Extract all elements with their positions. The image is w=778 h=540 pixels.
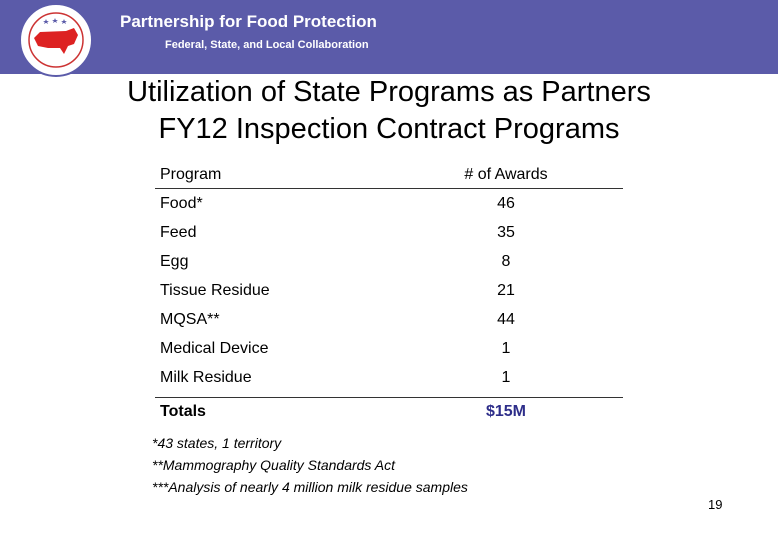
- header-band: [0, 0, 778, 74]
- row-value: 21: [497, 282, 515, 299]
- table-rule: [155, 397, 623, 398]
- logo: [19, 3, 93, 77]
- row-label: Tissue Residue: [160, 282, 270, 299]
- table-rule: [155, 188, 623, 189]
- row-label: Milk Residue: [160, 369, 252, 386]
- slide-title: Utilization of State Programs as Partner…: [127, 76, 651, 108]
- total-label: Totals: [160, 403, 206, 420]
- row-label: Feed: [160, 224, 197, 241]
- row-label: Medical Device: [160, 340, 269, 357]
- row-value: 1: [501, 369, 511, 386]
- row-value: 8: [501, 253, 511, 270]
- row-value: 44: [497, 311, 515, 328]
- column-header: Program: [160, 166, 222, 183]
- footnote: *43 states, 1 territory: [152, 435, 282, 451]
- page-number: 19: [708, 497, 723, 512]
- row-value: 35: [497, 224, 515, 241]
- footnote: ***Analysis of nearly 4 million milk res…: [152, 479, 468, 495]
- row-label: Egg: [160, 253, 189, 270]
- slide-title: FY12 Inspection Contract Programs: [158, 113, 620, 145]
- header-subtitle: Federal, State, and Local Collaboration: [165, 39, 369, 51]
- row-value: 46: [497, 195, 515, 212]
- header-title: Partnership for Food Protection: [120, 12, 377, 31]
- row-value: 1: [501, 340, 511, 357]
- total-value: $15M: [485, 403, 527, 420]
- row-label: Food*: [160, 195, 203, 212]
- footnote: **Mammography Quality Standards Act: [152, 457, 396, 473]
- column-header: # of Awards: [464, 166, 548, 183]
- row-label: MQSA**: [160, 311, 220, 328]
